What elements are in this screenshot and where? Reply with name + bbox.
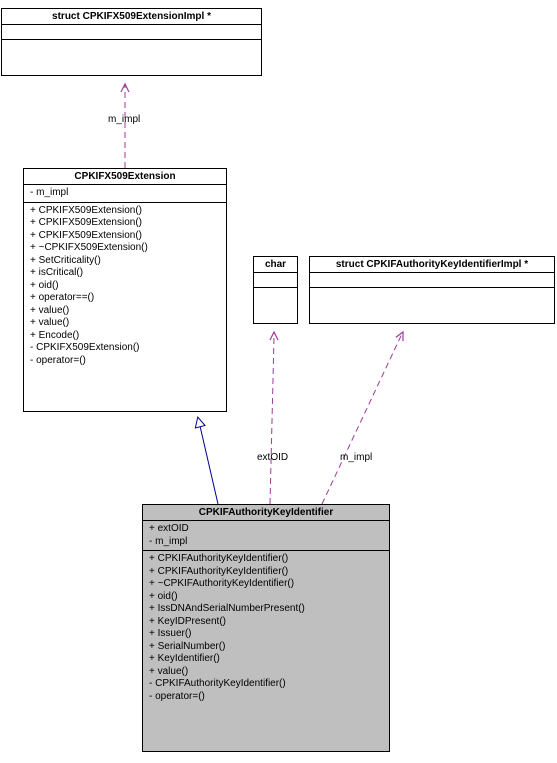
- edge-label: m_impl: [108, 114, 140, 125]
- attribute-row: + extOID: [149, 523, 383, 536]
- method-row: + SetCriticality(): [30, 255, 220, 268]
- method-row: + CPKIFAuthorityKeyIdentifier(): [149, 566, 383, 579]
- inheritance-arrow: [198, 418, 218, 504]
- method-row: + SerialNumber(): [149, 641, 383, 654]
- attribute-row: - m_impl: [30, 187, 220, 200]
- method-row: + operator==(): [30, 292, 220, 305]
- class-aki-impl: struct CPKIFAuthorityKeyIdentifierImpl *: [309, 256, 555, 324]
- class-ext-impl: struct CPKIFX509ExtensionImpl *: [1, 8, 262, 76]
- class-title: CPKIFAuthorityKeyIdentifier: [143, 505, 389, 521]
- method-row: + Issuer(): [149, 628, 383, 641]
- class-methods: + CPKIFAuthorityKeyIdentifier()+ CPKIFAu…: [143, 551, 389, 705]
- method-row: + ~CPKIFX509Extension(): [30, 242, 220, 255]
- class-methods: [2, 40, 261, 54]
- method-row: + ~CPKIFAuthorityKeyIdentifier(): [149, 578, 383, 591]
- class-attributes: [310, 273, 554, 288]
- attribute-row: - m_impl: [149, 536, 383, 549]
- method-row: - operator=(): [149, 691, 383, 704]
- class-attributes: [254, 273, 297, 288]
- method-row: + IssDNAndSerialNumberPresent(): [149, 603, 383, 616]
- class-attributes: + extOID- m_impl: [143, 521, 389, 551]
- class-extension: CPKIFX509Extension - m_impl + CPKIFX509E…: [23, 168, 227, 412]
- method-row: + value(): [30, 305, 220, 318]
- method-row: - CPKIFX509Extension(): [30, 342, 220, 355]
- dependency-arrow: [322, 332, 403, 504]
- method-row: + oid(): [149, 591, 383, 604]
- class-methods: + CPKIFX509Extension()+ CPKIFX509Extensi…: [24, 203, 226, 370]
- method-row: - operator=(): [30, 355, 220, 368]
- class-methods: [254, 288, 297, 302]
- class-title: CPKIFX509Extension: [24, 169, 226, 185]
- method-row: + CPKIFX509Extension(): [30, 205, 220, 218]
- method-row: + CPKIFAuthorityKeyIdentifier(): [149, 553, 383, 566]
- class-title: struct CPKIFAuthorityKeyIdentifierImpl *: [310, 257, 554, 273]
- method-row: + KeyIdentifier(): [149, 653, 383, 666]
- method-row: + CPKIFX509Extension(): [30, 217, 220, 230]
- edge-label: m_impl: [340, 452, 372, 463]
- method-row: + value(): [149, 666, 383, 679]
- uml-diagram: struct CPKIFX509ExtensionImpl * CPKIFX50…: [0, 0, 557, 763]
- dependency-arrow: [270, 332, 274, 504]
- class-char: char: [253, 256, 298, 324]
- edge-label: extOID: [257, 452, 288, 463]
- method-row: + Encode(): [30, 330, 220, 343]
- class-attributes: - m_impl: [24, 185, 226, 203]
- class-attributes: [2, 25, 261, 40]
- class-title: struct CPKIFX509ExtensionImpl *: [2, 9, 261, 25]
- method-row: - CPKIFAuthorityKeyIdentifier(): [149, 678, 383, 691]
- method-row: + value(): [30, 317, 220, 330]
- method-row: + CPKIFX509Extension(): [30, 230, 220, 243]
- method-row: + oid(): [30, 280, 220, 293]
- class-methods: [310, 288, 554, 302]
- method-row: + KeyIDPresent(): [149, 616, 383, 629]
- method-row: + isCritical(): [30, 267, 220, 280]
- class-aki: CPKIFAuthorityKeyIdentifier + extOID- m_…: [142, 504, 390, 752]
- class-title: char: [254, 257, 297, 273]
